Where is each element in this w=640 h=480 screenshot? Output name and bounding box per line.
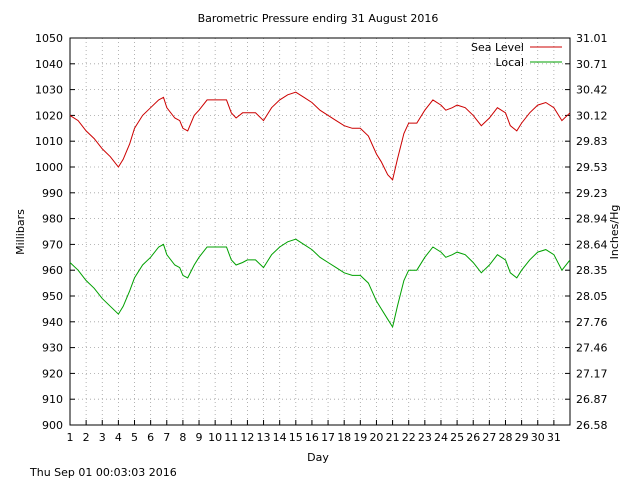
x-tick-label: 17: [321, 431, 335, 444]
y2-tick-label: 27.17: [576, 367, 608, 380]
x-tick-label: 5: [131, 431, 138, 444]
timestamp-footer: Thu Sep 01 00:03:03 2016: [29, 466, 177, 479]
y-tick-label: 980: [42, 213, 63, 226]
x-tick-label: 11: [224, 431, 238, 444]
x-tick-label: 25: [450, 431, 464, 444]
x-tick-label: 22: [402, 431, 416, 444]
y2-tick-label: 28.94: [576, 213, 608, 226]
series-layer: [69, 91, 571, 329]
y2-tick-label: 29.83: [576, 135, 608, 148]
y-tick-label: 950: [42, 290, 63, 303]
y2-tick-label: 28.64: [576, 238, 608, 251]
x-tick-label: 3: [99, 431, 106, 444]
x-tick-label: 20: [369, 431, 383, 444]
x-axis: 1 2 3 4 5 6 7 8 9 10 11 12 13 14 15 16 17 18 19 20 21 22 23 24 2…: [67, 420, 561, 444]
x-tick-label: 28: [498, 431, 512, 444]
y-tick-label: 900: [42, 419, 63, 432]
legend-label-sea-level: Sea Level: [471, 41, 524, 54]
legend: Sea Level Local: [471, 41, 562, 69]
x-tick-label: 10: [208, 431, 222, 444]
y-tick-label: 940: [42, 316, 63, 329]
x-tick-label: 14: [273, 431, 287, 444]
y2-tick-label: 28.35: [576, 264, 608, 277]
y-tick-label: 1010: [35, 135, 63, 148]
y-tick-label: 1020: [35, 109, 63, 122]
y2-tick-label: 26.58: [576, 419, 608, 432]
x-tick-label: 9: [196, 431, 203, 444]
legend-label-local: Local: [495, 56, 524, 69]
y2-tick-label: 27.46: [576, 342, 608, 355]
y-tick-label: 930: [42, 342, 63, 355]
y-tick-label: 960: [42, 264, 63, 277]
x-tick-label: 16: [305, 431, 319, 444]
plot-frame: [69, 37, 571, 426]
series-line-sea-level: [69, 91, 571, 181]
x-tick-label: 19: [353, 431, 367, 444]
x-tick-label: 6: [147, 431, 154, 444]
x-tick-label: 18: [337, 431, 351, 444]
y-tick-label: 920: [42, 367, 63, 380]
x-tick-label: 7: [163, 431, 170, 444]
x-tick-label: 29: [515, 431, 529, 444]
y2-tick-label: 30.42: [576, 84, 608, 97]
y-axis-label: Millibars: [14, 209, 27, 255]
x-tick-label: 1: [67, 431, 74, 444]
x-tick-label: 30: [531, 431, 545, 444]
x-tick-label: 8: [179, 431, 186, 444]
x-tick-label: 26: [466, 431, 480, 444]
y-tick-label: 1040: [35, 58, 63, 71]
y2-tick-label: 26.87: [576, 393, 608, 406]
x-tick-label: 13: [257, 431, 271, 444]
y-tick-label: 1030: [35, 84, 63, 97]
series-line-local: [69, 238, 571, 329]
y-tick-label: 910: [42, 393, 63, 406]
x-tick-label: 4: [115, 431, 122, 444]
y-tick-label: 990: [42, 187, 63, 200]
x-tick-label: 12: [240, 431, 254, 444]
x-tick-label: 23: [418, 431, 432, 444]
y2-tick-label: 27.76: [576, 316, 608, 329]
y-axis-left: 900 910 920 930 940 950 960 970 980 990 1000 1010 10…: [35, 32, 75, 432]
grid: [70, 38, 570, 425]
y2-tick-label: 30.71: [576, 58, 608, 71]
y-tick-label: 1050: [35, 32, 63, 45]
x-tick-label: 27: [482, 431, 496, 444]
y-tick-label: 1000: [35, 161, 63, 174]
x-tick-label: 2: [83, 431, 90, 444]
y2-tick-label: 29.53: [576, 161, 608, 174]
y2-tick-label: 31.01: [576, 32, 608, 45]
x-tick-label: 21: [386, 431, 400, 444]
y2-tick-label: 30.12: [576, 109, 608, 122]
x-axis-label: Day: [307, 451, 329, 464]
y2-tick-label: 28.05: [576, 290, 608, 303]
x-tick-label: 31: [547, 431, 561, 444]
y2-axis-label: Inches/Hg: [608, 205, 621, 260]
x-tick-label: 24: [434, 431, 448, 444]
y-axis-right: 26.58 26.87 27.17 27.46 27.76 28.05 28.35 28.64…: [565, 32, 608, 432]
y2-tick-label: 29.23: [576, 187, 608, 200]
y-tick-label: 970: [42, 238, 63, 251]
x-tick-label: 15: [289, 431, 303, 444]
chart-title: Barometric Pressure endirg 31 August 201…: [198, 12, 439, 25]
